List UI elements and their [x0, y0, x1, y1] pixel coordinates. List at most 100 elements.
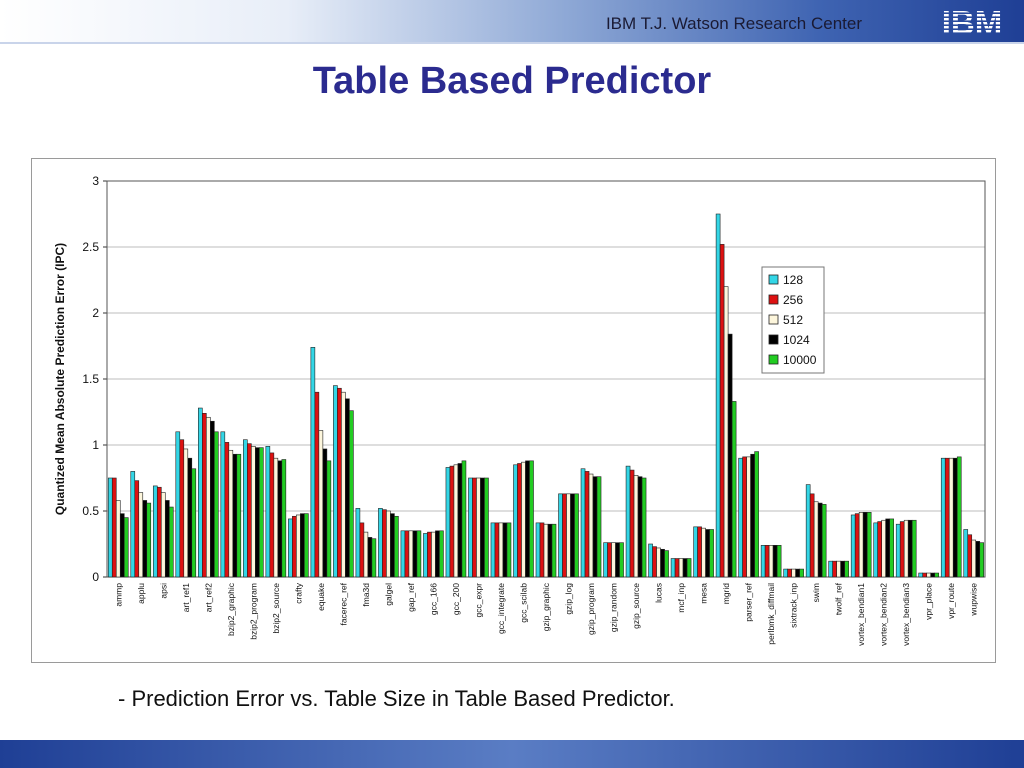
bar	[517, 463, 522, 578]
bar	[400, 530, 406, 578]
x-tick-label: swim	[811, 583, 821, 602]
bar	[502, 522, 508, 578]
bar	[146, 502, 152, 578]
y-axis-label: Quantized Mean Absolute Prediction Error…	[53, 243, 67, 515]
x-tick-label: fma3d	[361, 583, 371, 607]
x-tick-label: gcc_expr	[473, 583, 483, 618]
bar	[611, 542, 616, 578]
bar	[224, 442, 230, 578]
bar	[625, 465, 631, 578]
bar	[558, 493, 563, 578]
x-tick-label: apsi	[158, 583, 168, 599]
bar	[584, 471, 590, 578]
bar	[619, 542, 624, 578]
legend-label: 256	[783, 293, 803, 307]
bar	[922, 572, 928, 578]
bar	[156, 486, 162, 578]
bar	[259, 447, 264, 578]
bar	[453, 464, 459, 578]
bar	[529, 460, 534, 578]
bar	[926, 572, 932, 578]
legend-swatch	[768, 314, 779, 325]
bar	[355, 508, 361, 578]
bar	[367, 537, 373, 578]
bar	[382, 509, 387, 578]
bar	[363, 531, 369, 578]
bar	[686, 558, 692, 578]
x-tick-label: gzip_source	[631, 583, 641, 629]
bar	[828, 560, 833, 578]
x-tick-label: gap_ref	[406, 582, 416, 611]
bar	[742, 456, 747, 578]
bar	[615, 542, 620, 578]
bar	[119, 513, 125, 578]
y-tick-label: 2	[92, 306, 99, 320]
bar	[682, 558, 688, 578]
bar	[836, 560, 841, 578]
footer-bar	[0, 740, 1024, 768]
bar	[349, 410, 354, 578]
x-tick-label: parser_ref	[744, 582, 754, 621]
bar	[269, 452, 275, 578]
bar	[494, 522, 500, 578]
bar	[940, 457, 946, 578]
bar	[318, 430, 324, 578]
bar	[809, 493, 815, 578]
legend-label: 1024	[783, 333, 810, 347]
bar	[963, 529, 969, 578]
bar	[754, 451, 759, 578]
bar	[570, 493, 575, 578]
bar	[971, 539, 977, 578]
bar	[390, 513, 395, 578]
bar	[592, 476, 598, 578]
slide-caption: - Prediction Error vs. Table Size in Tab…	[118, 686, 675, 711]
bar	[247, 443, 252, 578]
bar	[899, 521, 905, 578]
bar	[345, 398, 350, 578]
bar	[670, 558, 676, 578]
bar	[795, 568, 800, 578]
bar	[359, 522, 365, 578]
bar	[152, 485, 158, 578]
bar	[633, 475, 639, 578]
bar	[134, 480, 140, 578]
x-tick-label: gcc_166	[428, 583, 438, 615]
bar	[660, 548, 665, 578]
bar	[551, 523, 557, 578]
bar	[111, 477, 117, 578]
x-tick-label: galgel	[383, 583, 393, 606]
bar	[431, 531, 436, 578]
x-tick-label: bzip2_graphic	[226, 582, 236, 636]
bar	[142, 500, 148, 578]
y-tick-label: 0	[92, 570, 99, 584]
x-tick-label: mgrid	[721, 583, 731, 605]
bar	[525, 460, 530, 578]
bar	[813, 501, 819, 578]
bar	[265, 446, 271, 578]
bar	[138, 492, 144, 578]
org-name: IBM T.J. Watson Research Center	[605, 14, 862, 33]
bar	[764, 545, 770, 578]
bar	[817, 502, 823, 578]
x-tick-label: applu	[136, 583, 146, 604]
bar	[187, 457, 193, 578]
x-tick-label: vpr_place	[924, 583, 934, 620]
bar	[850, 514, 856, 578]
bar	[539, 522, 545, 578]
bar	[543, 523, 549, 578]
bar	[697, 526, 702, 578]
bar	[175, 431, 181, 578]
bar	[310, 347, 316, 578]
bar	[656, 547, 661, 578]
bar	[314, 391, 320, 578]
x-tick-label: mesa	[699, 583, 709, 604]
bar	[304, 513, 309, 578]
header-bar	[0, 0, 1024, 44]
legend-swatch	[768, 274, 779, 285]
bar	[607, 542, 612, 578]
bar	[423, 533, 428, 578]
slide-title: Table Based Predictor	[312, 60, 712, 102]
bar	[251, 446, 256, 578]
bar	[277, 460, 283, 578]
legend-swatch	[768, 294, 779, 305]
